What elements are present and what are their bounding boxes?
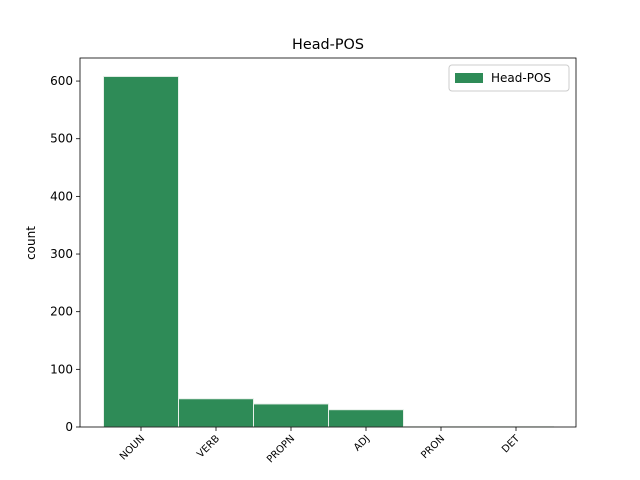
legend-swatch xyxy=(455,73,483,83)
y-tick-label: 600 xyxy=(50,74,73,88)
y-tick-label: 100 xyxy=(50,362,73,376)
bar xyxy=(103,75,179,428)
y-axis-label: count xyxy=(24,226,38,260)
bar xyxy=(253,403,329,428)
axes-frame xyxy=(79,57,577,428)
bar xyxy=(328,409,404,428)
y-tick-label: 0 xyxy=(65,420,73,434)
bar xyxy=(178,398,254,428)
legend-box xyxy=(448,64,570,92)
y-tick-label: 200 xyxy=(50,305,73,319)
legend-label: Head-POS xyxy=(491,71,551,85)
y-tick-label: 300 xyxy=(50,247,73,261)
y-tick-label: 500 xyxy=(50,132,73,146)
y-tick-label: 400 xyxy=(50,189,73,203)
chart-title: Head-POS xyxy=(292,37,364,53)
